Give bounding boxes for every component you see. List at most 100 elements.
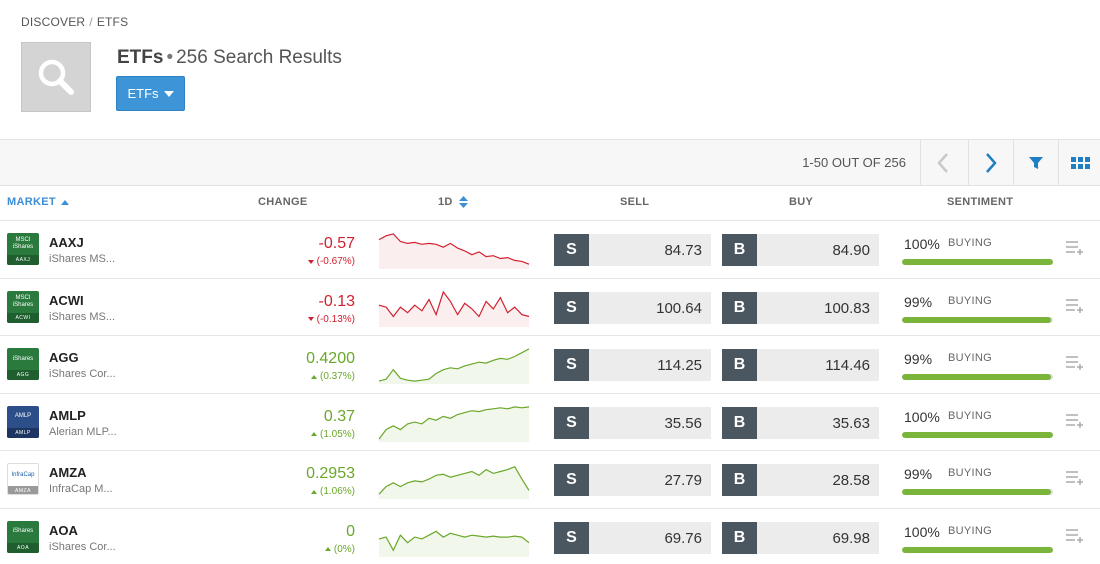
sell-button[interactable]: S 114.25	[554, 349, 711, 381]
column-header-sell[interactable]: SELL	[620, 196, 650, 208]
sell-button[interactable]: S 69.76	[554, 521, 711, 554]
change-value: -0.57	[318, 235, 355, 252]
etf-ticker[interactable]: ACWI	[49, 292, 84, 308]
buy-button[interactable]: B 114.46	[722, 349, 879, 381]
sparkline-line	[378, 465, 530, 495]
etf-logo[interactable]: MSCI iShares ACWI	[7, 290, 39, 323]
sell-letter: S	[554, 349, 589, 381]
sentiment-label: BUYING	[948, 294, 992, 307]
buy-price: 84.90	[832, 242, 870, 259]
add-to-watchlist-icon[interactable]	[1065, 527, 1085, 543]
sentiment-label: BUYING	[948, 352, 992, 364]
buy-price: 114.46	[825, 357, 870, 374]
sentiment-bar-fill	[902, 374, 1052, 380]
next-page-button[interactable]	[968, 140, 1012, 185]
table-row[interactable]: iShares AOA AOA iShares Cor... 0 (0%) S …	[0, 507, 1100, 564]
table-row[interactable]: InfraCap AMZA AMZA InfraCap M... 0.2953 …	[0, 450, 1100, 508]
etf-fund-name: iShares Cor...	[49, 368, 116, 380]
etf-logo[interactable]: InfraCap AMZA	[7, 463, 39, 495]
add-to-watchlist-icon[interactable]	[1065, 297, 1085, 313]
column-header-sentiment[interactable]: SENTIMENT	[947, 196, 1014, 208]
triangle-up-icon	[324, 547, 331, 551]
etf-logo-ticker: AGG	[7, 370, 39, 380]
change-percent: (-0.67%)	[307, 256, 355, 267]
sentiment-percent: 99%	[904, 293, 933, 310]
sparkline-chart	[378, 348, 530, 384]
add-to-watchlist-icon[interactable]	[1065, 469, 1085, 485]
etf-ticker[interactable]: AGG	[49, 350, 79, 365]
etf-ticker[interactable]: AAXJ	[49, 235, 84, 250]
breadcrumb-separator: /	[89, 15, 93, 29]
etf-logo-text: MSCI iShares	[12, 237, 34, 250]
sentiment-bar	[902, 259, 1053, 265]
add-to-watchlist-icon[interactable]	[1065, 412, 1085, 428]
etf-filter-dropdown[interactable]: ETFs	[116, 76, 185, 111]
sentiment-bar-fill	[902, 431, 1053, 438]
add-to-watchlist-icon[interactable]	[1065, 354, 1085, 370]
sentiment-bar	[902, 316, 1053, 323]
sparkline-line	[378, 233, 530, 265]
etf-logo[interactable]: iShares AGG	[7, 348, 39, 380]
buy-button[interactable]: B 28.58	[722, 464, 879, 496]
sell-button[interactable]: S 84.73	[554, 234, 711, 266]
breadcrumb: DISCOVER / ETFS	[21, 15, 128, 29]
sparkline-chart	[378, 530, 530, 557]
etf-ticker[interactable]: AMLP	[49, 407, 86, 423]
breadcrumb-discover[interactable]: DISCOVER	[21, 15, 86, 29]
buy-button[interactable]: B 69.98	[722, 521, 879, 554]
grid-view-button[interactable]	[1058, 140, 1100, 185]
etf-logo[interactable]: MSCI iShares AAXJ	[7, 233, 39, 265]
add-to-watchlist-icon[interactable]	[1065, 239, 1085, 255]
buy-button[interactable]: B 84.90	[722, 234, 879, 266]
buy-button[interactable]: B 100.83	[722, 291, 879, 324]
sentiment-bar-fill	[902, 259, 1053, 265]
change-value: 0.4200	[306, 350, 355, 367]
sell-button[interactable]: S 27.79	[554, 464, 711, 496]
results-count: 256 Search Results	[176, 47, 342, 68]
etf-logo-ticker: AMZA	[8, 486, 38, 494]
sort-both-icon	[458, 196, 468, 208]
column-header-change[interactable]: CHANGE	[258, 196, 308, 208]
buy-letter: B	[722, 406, 757, 439]
sell-price: 84.73	[664, 242, 702, 259]
etf-logo-text: iShares	[12, 355, 34, 362]
change-percent: (1.05%)	[310, 428, 355, 440]
sentiment-label: BUYING	[948, 467, 992, 479]
pager-text: 1-50 OUT OF 256	[802, 155, 906, 170]
table-row[interactable]: AMLP AMLP AMLP Alerian MLP... 0.37 (1.05…	[0, 392, 1100, 451]
etf-fund-name: iShares MS...	[49, 310, 116, 323]
change-percent-text: (0.37%)	[319, 371, 355, 382]
sparkline-line	[378, 530, 530, 552]
table-row[interactable]: MSCI iShares ACWI ACWI iShares MS... -0.…	[0, 277, 1100, 336]
filter-dropdown-label: ETFs	[127, 86, 159, 101]
sparkline-area	[379, 233, 529, 269]
table-row[interactable]: iShares AGG AGG iShares Cor... 0.4200 (0…	[0, 335, 1100, 393]
sell-button[interactable]: S 35.56	[554, 406, 711, 439]
etf-logo[interactable]: iShares AOA	[7, 520, 39, 553]
change-value: -0.13	[318, 292, 355, 310]
etf-logo[interactable]: AMLP AMLP	[7, 405, 39, 438]
etf-ticker[interactable]: AMZA	[49, 465, 87, 480]
sparkline-area	[379, 530, 529, 557]
etf-logo-ticker: ACWI	[7, 312, 39, 323]
sell-letter: S	[554, 464, 589, 496]
table-row[interactable]: MSCI iShares AAXJ AAXJ iShares MS... -0.…	[0, 220, 1100, 278]
change-percent-text: (1.05%)	[319, 428, 355, 440]
filter-button[interactable]	[1013, 140, 1057, 185]
sentiment-bar	[902, 489, 1053, 495]
sort-ascending-icon	[60, 199, 69, 205]
prev-page-button[interactable]	[920, 140, 964, 185]
sparkline-chart	[378, 465, 530, 499]
sentiment-bar	[902, 546, 1053, 553]
buy-button[interactable]: B 35.63	[722, 406, 879, 439]
sell-letter: S	[554, 406, 589, 439]
sparkline-line	[378, 348, 530, 382]
column-header-buy[interactable]: BUY	[789, 196, 814, 208]
sentiment-label: BUYING	[948, 409, 992, 422]
column-header-1d[interactable]: 1D	[438, 196, 468, 208]
page-title: ETFs • 256 Search Results	[117, 47, 342, 69]
sell-button[interactable]: S 100.64	[554, 291, 711, 324]
sparkline-chart	[378, 233, 530, 269]
column-header-market[interactable]: MARKET	[7, 196, 69, 208]
etf-ticker[interactable]: AOA	[49, 522, 78, 538]
